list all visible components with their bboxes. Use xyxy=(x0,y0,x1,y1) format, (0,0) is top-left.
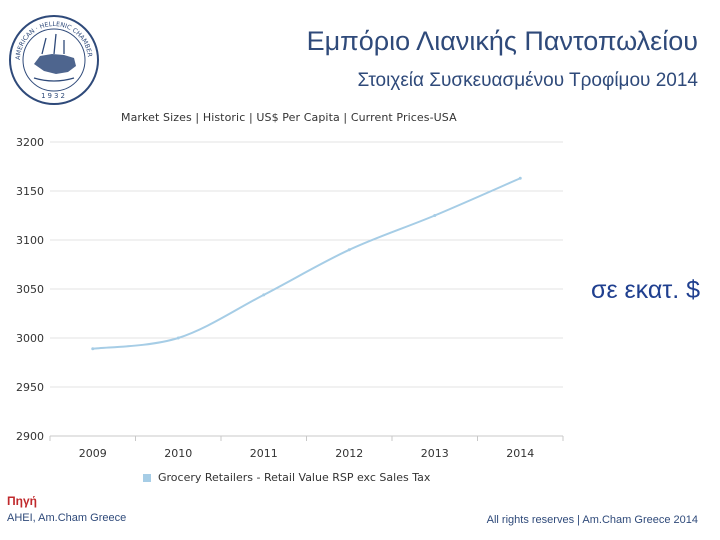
source-text: AHEI, Am.Cham Greece xyxy=(7,512,127,524)
x-axis-ticks: 2009 2010 2011 2012 2013 2014 xyxy=(49,436,564,460)
y-tick-label: 3000 xyxy=(16,332,44,345)
data-point xyxy=(91,347,95,351)
x-tick-label: 2010 xyxy=(164,447,192,460)
x-tick-label: 2011 xyxy=(250,447,278,460)
legend: Grocery Retailers - Retail Value RSP exc… xyxy=(143,471,430,484)
logo-year: 1932 xyxy=(41,92,67,100)
x-tick-label: 2013 xyxy=(421,447,449,460)
line-chart: 2900 2950 3000 3050 3100 3150 3200 2009 2010 201… xyxy=(16,136,564,460)
page-title: Εμπόριο Λιανικής Παντοπωλείου xyxy=(306,26,698,56)
data-point xyxy=(518,176,522,180)
y-tick-label: 3050 xyxy=(16,283,44,296)
source-label: Πηγή xyxy=(7,494,37,508)
chart-title: Market Sizes | Historic | US$ Per Capita… xyxy=(121,111,457,124)
x-tick-label: 2012 xyxy=(335,447,363,460)
series-layer xyxy=(91,176,522,351)
data-point xyxy=(262,293,266,297)
y-tick-label: 3200 xyxy=(16,136,44,149)
x-tick-label: 2014 xyxy=(506,447,534,460)
data-point xyxy=(347,248,351,252)
page-subtitle: Στοιχεία Συσκευασμένου Τροφίμου 2014 xyxy=(357,70,698,91)
units-label: σε εκατ. $ xyxy=(591,276,700,304)
gridlines xyxy=(50,141,563,437)
rights-text: All rights reserves | Am.Cham Greece 201… xyxy=(486,514,698,526)
legend-swatch xyxy=(143,474,151,482)
y-tick-label: 2950 xyxy=(16,381,44,394)
y-tick-label: 2900 xyxy=(16,430,44,443)
data-point xyxy=(433,214,437,217)
y-tick-label: 3100 xyxy=(16,234,44,247)
legend-label: Grocery Retailers - Retail Value RSP exc… xyxy=(158,471,431,484)
series-line xyxy=(92,177,521,350)
x-tick-label: 2009 xyxy=(79,447,107,460)
data-point xyxy=(176,336,180,340)
y-tick-label: 3150 xyxy=(16,185,44,198)
chamber-logo: AMERICAN · HELLENIC CHAMBER OF COMMERCE … xyxy=(8,14,99,105)
y-axis-ticks: 2900 2950 3000 3050 3100 3150 3200 xyxy=(16,136,44,443)
